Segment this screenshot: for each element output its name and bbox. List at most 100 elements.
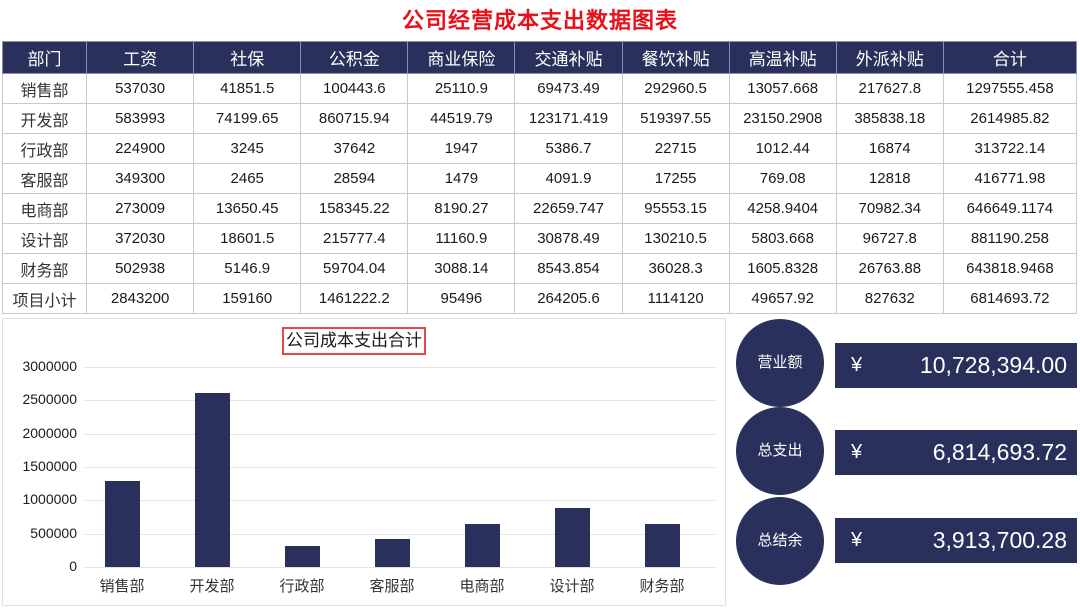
value-cell[interactable]: 44519.79 bbox=[407, 103, 516, 134]
header-cell[interactable]: 社保 bbox=[193, 41, 302, 74]
value-cell[interactable]: 5386.7 bbox=[514, 133, 623, 164]
value-cell[interactable]: 1297555.458 bbox=[942, 73, 1078, 104]
header-cell[interactable]: 交通补贴 bbox=[514, 41, 623, 74]
value-cell[interactable]: 827632 bbox=[835, 283, 944, 314]
value-cell[interactable]: 100443.6 bbox=[300, 73, 409, 104]
kpi-value-box[interactable]: ¥3,913,700.28 bbox=[835, 518, 1077, 563]
value-cell[interactable]: 4091.9 bbox=[514, 163, 623, 194]
value-cell[interactable]: 26763.88 bbox=[835, 253, 944, 284]
value-cell[interactable]: 158345.22 bbox=[300, 193, 409, 224]
bar-1[interactable] bbox=[194, 392, 230, 567]
value-cell[interactable]: 416771.98 bbox=[942, 163, 1078, 194]
bar-4[interactable] bbox=[464, 523, 500, 567]
value-cell[interactable]: 28594 bbox=[300, 163, 409, 194]
value-cell[interactable]: 95496 bbox=[407, 283, 516, 314]
value-cell[interactable]: 1947 bbox=[407, 133, 516, 164]
value-cell[interactable]: 23150.2908 bbox=[728, 103, 837, 134]
value-cell[interactable]: 313722.14 bbox=[942, 133, 1078, 164]
value-cell[interactable]: 583993 bbox=[86, 103, 195, 134]
value-cell[interactable]: 3088.14 bbox=[407, 253, 516, 284]
value-cell[interactable]: 36028.3 bbox=[621, 253, 730, 284]
value-cell[interactable]: 519397.55 bbox=[621, 103, 730, 134]
value-cell[interactable]: 37642 bbox=[300, 133, 409, 164]
value-cell[interactable]: 881190.258 bbox=[942, 223, 1078, 254]
value-cell[interactable]: 30878.49 bbox=[514, 223, 623, 254]
value-cell[interactable]: 22659.747 bbox=[514, 193, 623, 224]
department-cell[interactable]: 销售部 bbox=[1, 73, 88, 104]
value-cell[interactable]: 215777.4 bbox=[300, 223, 409, 254]
value-cell[interactable]: 1461222.2 bbox=[300, 283, 409, 314]
department-cell[interactable]: 客服部 bbox=[1, 163, 88, 194]
value-cell[interactable]: 12818 bbox=[835, 163, 944, 194]
department-cell[interactable]: 电商部 bbox=[1, 193, 88, 224]
value-cell[interactable]: 385838.18 bbox=[835, 103, 944, 134]
cost-bar-chart[interactable]: 公司成本支出合计 3000000 2500000 2000000 1500000 100… bbox=[2, 318, 726, 606]
header-cell[interactable]: 部门 bbox=[1, 41, 88, 74]
value-cell[interactable]: 2843200 bbox=[86, 283, 195, 314]
bar-0[interactable] bbox=[104, 480, 140, 567]
value-cell[interactable]: 1479 bbox=[407, 163, 516, 194]
value-cell[interactable]: 59704.04 bbox=[300, 253, 409, 284]
value-cell[interactable]: 860715.94 bbox=[300, 103, 409, 134]
value-cell[interactable]: 217627.8 bbox=[835, 73, 944, 104]
value-cell[interactable]: 643818.9468 bbox=[942, 253, 1078, 284]
value-cell[interactable]: 159160 bbox=[193, 283, 302, 314]
value-cell[interactable]: 502938 bbox=[86, 253, 195, 284]
value-cell[interactable]: 13650.45 bbox=[193, 193, 302, 224]
value-cell[interactable]: 95553.15 bbox=[621, 193, 730, 224]
department-cell[interactable]: 设计部 bbox=[1, 223, 88, 254]
value-cell[interactable]: 5803.668 bbox=[728, 223, 837, 254]
header-cell[interactable]: 合计 bbox=[942, 41, 1078, 74]
value-cell[interactable]: 4258.9404 bbox=[728, 193, 837, 224]
department-cell[interactable]: 财务部 bbox=[1, 253, 88, 284]
value-cell[interactable]: 2465 bbox=[193, 163, 302, 194]
value-cell[interactable]: 70982.34 bbox=[835, 193, 944, 224]
bar-3[interactable] bbox=[374, 539, 410, 567]
value-cell[interactable]: 1012.44 bbox=[728, 133, 837, 164]
value-cell[interactable]: 769.08 bbox=[728, 163, 837, 194]
bar-5[interactable] bbox=[554, 508, 590, 567]
value-cell[interactable]: 292960.5 bbox=[621, 73, 730, 104]
header-cell[interactable]: 餐饮补贴 bbox=[621, 41, 730, 74]
bar-6[interactable] bbox=[644, 524, 680, 567]
value-cell[interactable]: 646649.1174 bbox=[942, 193, 1078, 224]
bar-2[interactable] bbox=[284, 546, 320, 567]
value-cell[interactable]: 41851.5 bbox=[193, 73, 302, 104]
header-cell[interactable]: 高温补贴 bbox=[728, 41, 837, 74]
header-cell[interactable]: 商业保险 bbox=[407, 41, 516, 74]
chart-title[interactable]: 公司成本支出合计 bbox=[282, 327, 426, 355]
department-cell[interactable]: 项目小计 bbox=[1, 283, 88, 314]
value-cell[interactable]: 11160.9 bbox=[407, 223, 516, 254]
header-cell[interactable]: 公积金 bbox=[300, 41, 409, 74]
value-cell[interactable]: 6814693.72 bbox=[942, 283, 1078, 314]
value-cell[interactable]: 1114120 bbox=[621, 283, 730, 314]
value-cell[interactable]: 273009 bbox=[86, 193, 195, 224]
value-cell[interactable]: 123171.419 bbox=[514, 103, 623, 134]
value-cell[interactable]: 17255 bbox=[621, 163, 730, 194]
value-cell[interactable]: 13057.668 bbox=[728, 73, 837, 104]
value-cell[interactable]: 49657.92 bbox=[728, 283, 837, 314]
value-cell[interactable]: 3245 bbox=[193, 133, 302, 164]
value-cell[interactable]: 1605.8328 bbox=[728, 253, 837, 284]
department-cell[interactable]: 开发部 bbox=[1, 103, 88, 134]
value-cell[interactable]: 349300 bbox=[86, 163, 195, 194]
value-cell[interactable]: 264205.6 bbox=[514, 283, 623, 314]
value-cell[interactable]: 224900 bbox=[86, 133, 195, 164]
department-cell[interactable]: 行政部 bbox=[1, 133, 88, 164]
value-cell[interactable]: 8190.27 bbox=[407, 193, 516, 224]
header-cell[interactable]: 工资 bbox=[86, 41, 195, 74]
value-cell[interactable]: 16874 bbox=[835, 133, 944, 164]
value-cell[interactable]: 8543.854 bbox=[514, 253, 623, 284]
value-cell[interactable]: 74199.65 bbox=[193, 103, 302, 134]
value-cell[interactable]: 130210.5 bbox=[621, 223, 730, 254]
header-cell[interactable]: 外派补贴 bbox=[835, 41, 944, 74]
value-cell[interactable]: 5146.9 bbox=[193, 253, 302, 284]
value-cell[interactable]: 2614985.82 bbox=[942, 103, 1078, 134]
value-cell[interactable]: 96727.8 bbox=[835, 223, 944, 254]
value-cell[interactable]: 18601.5 bbox=[193, 223, 302, 254]
kpi-value-box[interactable]: ¥6,814,693.72 bbox=[835, 430, 1077, 475]
value-cell[interactable]: 372030 bbox=[86, 223, 195, 254]
value-cell[interactable]: 69473.49 bbox=[514, 73, 623, 104]
value-cell[interactable]: 22715 bbox=[621, 133, 730, 164]
kpi-value-box[interactable]: ¥10,728,394.00 bbox=[835, 343, 1077, 388]
